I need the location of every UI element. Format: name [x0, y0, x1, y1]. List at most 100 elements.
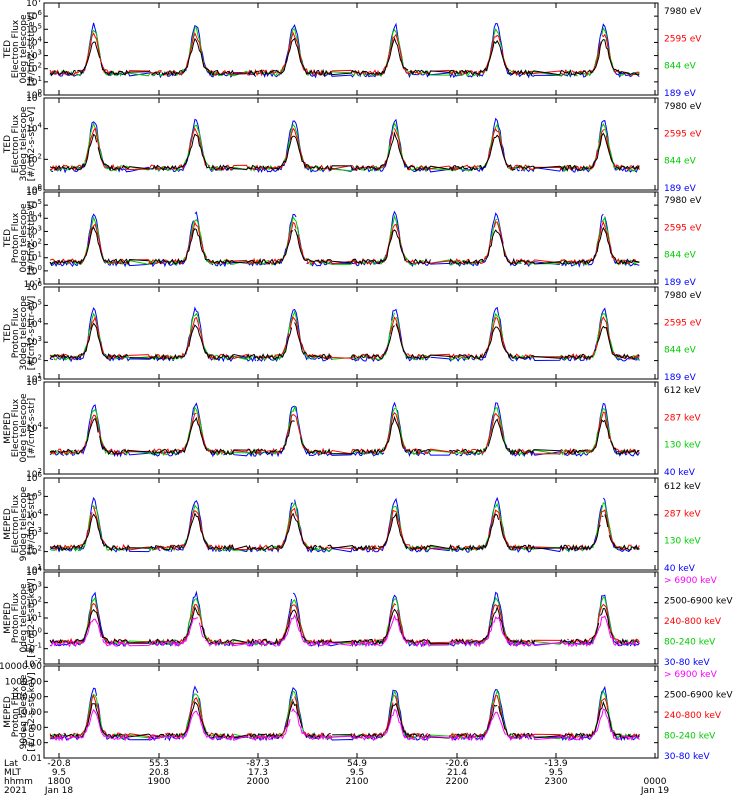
series-trace [49, 220, 640, 266]
y-axis-title-line: Electron Flux [11, 19, 21, 78]
y-axis-title-line: MEPED [3, 508, 13, 540]
legend-entry: 7980 eV [664, 291, 702, 301]
legend-entry: 189 eV [664, 89, 697, 99]
panel-frame [43, 571, 659, 665]
y-tick-label: 101 [26, 372, 42, 385]
legend-entry: 844 eV [664, 62, 697, 72]
y-tick-label: 102 [26, 62, 42, 75]
legend-entry: 40 keV [664, 564, 696, 574]
series-trace [49, 316, 640, 361]
legend-entry: 2595 eV [664, 129, 702, 139]
y-axis-title-line: 90deg telescope [19, 486, 29, 561]
panel-frame [43, 97, 659, 191]
y-axis-title-line: TED [3, 229, 13, 248]
legend-entry: 130 keV [664, 537, 701, 547]
y-axis-title-line: [#/cm2-s-str-keV] [27, 578, 37, 657]
y-axis-title-line: Proton Flux [11, 307, 21, 358]
y-axis-title-line: TED [3, 40, 13, 59]
series-trace [49, 210, 640, 268]
x-axis-row-label: Lat [4, 759, 19, 769]
y-tick-label: 105 [26, 375, 42, 388]
legend-entry: > 6900 keV [664, 576, 718, 586]
series-trace [50, 127, 640, 172]
panel-frame [43, 191, 659, 285]
y-axis-title-line: 0deg telescope [19, 14, 29, 84]
panel-frame [43, 2, 659, 96]
series-trace [50, 507, 640, 552]
series-trace [49, 512, 640, 552]
legend-entry: > 6900 keV [664, 670, 718, 680]
y-tick-label: 106 [26, 91, 42, 104]
legend-entry: 2595 eV [664, 34, 702, 44]
y-tick-label: 103 [26, 526, 42, 539]
x-axis-tick-label: Jan 18 [44, 786, 73, 796]
legend-entry: 7980 eV [664, 102, 702, 112]
panel-8: 0.01 0.10 1.00 10.00 100.00 1000.00 10000.00 ME… [0, 662, 733, 764]
legend-entry: 844 eV [664, 346, 697, 356]
series-trace [49, 31, 640, 77]
y-tick-label: 1.00 [22, 723, 42, 733]
legend-entry: 240-800 keV [664, 617, 722, 627]
series-trace [49, 22, 640, 79]
x-axis-tick-label: -87.3 [246, 759, 269, 769]
legend-entry: 7980 eV [664, 196, 702, 206]
series-trace [49, 405, 640, 457]
x-axis-tick-label: 21.4 [447, 768, 467, 778]
y-tick-label: 10-1 [24, 277, 42, 290]
y-axis-title-line: MEPED [3, 412, 13, 444]
y-axis-title-line: 0deg telescope [19, 203, 29, 273]
y-tick-label: 105 [26, 489, 42, 502]
x-axis-tick-label: -20.6 [445, 759, 469, 769]
y-tick-label: 106 [26, 280, 42, 293]
y-tick-label: 100.00 [11, 693, 43, 703]
legend-entry: 7980 eV [664, 7, 702, 17]
y-axis-title-line: Electron Flux [11, 398, 21, 457]
legend-entry: 80-240 keV [664, 638, 716, 648]
y-tick-label: 104 [26, 317, 42, 330]
x-axis-tick-label: 55.3 [149, 759, 169, 769]
y-axis-title-line: [#/cm2-s-str-keV] [27, 672, 37, 751]
legend-entry: 287 keV [664, 509, 701, 519]
y-axis-title-line: Electron Flux [11, 494, 21, 553]
y-tick-label: 102 [26, 354, 42, 367]
legend-entry: 612 keV [664, 386, 701, 396]
legend-entry: 844 eV [664, 157, 697, 167]
y-tick-label: 102 [26, 545, 42, 558]
y-axis-title-line: [#/cm2-s-str-eV] [27, 107, 37, 182]
x-axis-tick-label: 9.5 [52, 768, 66, 778]
y-tick-label: 100 [26, 183, 42, 196]
x-axis-tick-label: Jan 19 [640, 786, 669, 796]
y-tick-label: 100 [26, 626, 42, 639]
y-axis-title-line: Electron Flux [11, 114, 21, 173]
series-trace [49, 415, 640, 456]
y-tick-label: 102 [26, 238, 42, 251]
y-tick-label: 10-2 [24, 657, 42, 670]
series-trace [49, 306, 640, 363]
series-trace [49, 27, 640, 78]
y-tick-label: 105 [26, 198, 42, 211]
y-tick-label: 101 [26, 251, 42, 264]
y-axis-title-line: 30deg telescope [19, 106, 29, 181]
y-tick-label: 10-1 [24, 642, 42, 655]
legend-entry: 2595 eV [664, 318, 702, 328]
series-trace [49, 214, 640, 266]
legend-entry: 2595 eV [664, 223, 702, 233]
x-axis-tick-label: 9.5 [549, 768, 563, 778]
y-tick-label: 102 [26, 152, 42, 165]
x-axis-tick-label: 20.8 [149, 768, 169, 778]
y-tick-label: 1000.00 [5, 677, 42, 687]
series-trace [51, 708, 640, 742]
legend-entry: 189 eV [664, 278, 697, 288]
y-tick-label: 100 [26, 264, 42, 277]
series-trace [49, 310, 640, 362]
x-axis-tick-label: 0000 [644, 777, 667, 787]
series-trace [49, 401, 640, 458]
x-axis-tick-label: 2200 [446, 777, 469, 787]
